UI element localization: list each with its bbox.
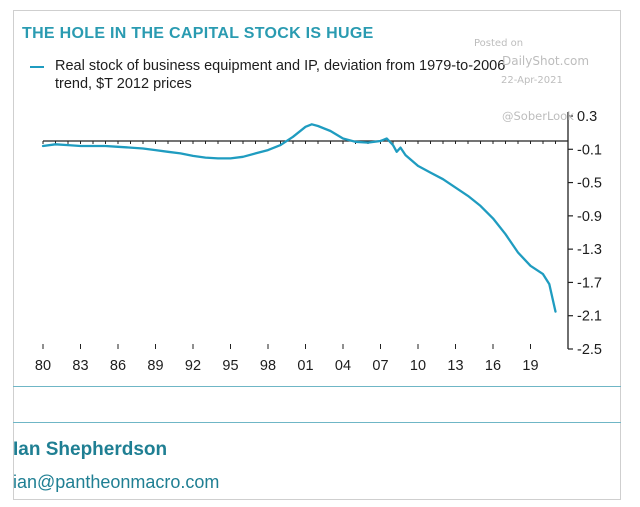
watermark-date: 22-Apr-2021 [501,75,563,86]
chart-axes [42,112,573,350]
y-tick-label: -0.5 [577,176,602,192]
series-line [41,123,557,313]
y-tick-label: -2.1 [577,309,602,325]
x-tick-label: 07 [372,358,388,374]
y-tick-label: -1.7 [577,275,602,291]
x-tick-label: 98 [260,358,276,374]
divider-top [13,386,621,387]
chart-series [41,123,557,313]
y-tick-label: -1.3 [577,242,602,258]
watermark-posted: Posted on [474,38,524,49]
x-tick-label: 01 [297,358,313,374]
x-tick-label: 86 [110,358,126,374]
author-name: Ian Shepherdson [13,439,168,460]
watermark-site: DailyShot.com [502,54,590,68]
legend-label: Real stock of business equipment and IP,… [55,58,506,92]
chart-title: THE HOLE IN THE CAPITAL STOCK IS HUGE [22,25,374,42]
x-tick-label: 80 [35,358,51,374]
legend-swatch [30,66,44,68]
y-tick-label: 0.3 [577,109,597,125]
x-tick-label: 19 [522,358,538,374]
x-tick-label: 92 [185,358,201,374]
x-tick-label: 10 [410,358,426,374]
x-tick-label: 89 [147,358,163,374]
y-tick-label: -0.9 [577,209,602,225]
x-tick-label: 16 [485,358,501,374]
divider-bottom [13,422,621,423]
watermark-handle: @SoberLook [502,109,574,123]
y-tick-label: -0.1 [577,142,602,158]
x-tick-label: 13 [447,358,463,374]
author-email: ian@pantheonmacro.com [13,472,220,492]
chart-labels: 0.3 -0.1 -0.5 -0.9 -1.3 -1.7 -2.1 -2.5 80 83 86 89 9… [35,109,602,374]
x-tick-label: 83 [72,358,88,374]
x-tick-label: 04 [335,358,351,374]
y-tick-label: -2.5 [577,342,602,358]
x-tick-label: 95 [222,358,238,374]
